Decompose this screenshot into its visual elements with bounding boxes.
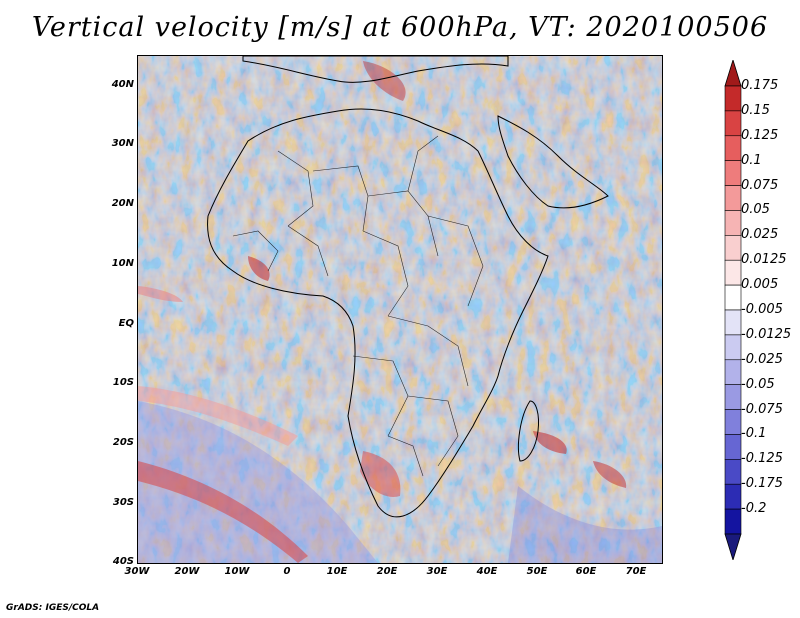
colorbar-tick-label: 0.075: [741, 177, 779, 193]
colorbar-segment: [724, 359, 742, 385]
lon-label-70e: 70E: [625, 566, 647, 577]
colorbar-tick-label: 0.125: [741, 127, 779, 143]
colorbar-tick-label: -0.125: [741, 451, 783, 467]
colorbar-segment: [724, 185, 742, 211]
lon-label-60e: 60E: [575, 566, 597, 577]
colorbar-tick-label: -0.2: [741, 501, 767, 517]
southwest-blue-band: [138, 401, 378, 563]
colorbar-tick-label: -0.175: [741, 476, 783, 492]
map-title: Vertical velocity [m/s] at 600hPa, VT: 2…: [31, 12, 769, 43]
colorbar-segment: [724, 85, 742, 112]
footer-credit: GrADS: IGES/COLA: [6, 603, 100, 613]
lon-label-30e: 30E: [426, 566, 448, 577]
lat-label-40s: 40S: [112, 556, 134, 567]
colorbar-segment: [724, 309, 742, 336]
lat-label-10n: 10N: [111, 258, 134, 269]
madagascar-coastline: [517, 400, 539, 462]
mediterranean-red-patch: [363, 61, 406, 101]
colorbar-segment: [724, 235, 742, 261]
arabia-coastline: [497, 115, 609, 209]
lat-label-30n: 30N: [111, 138, 134, 149]
south-atlantic-red-streak-2: [138, 386, 298, 446]
colorbar-segment: [724, 434, 742, 460]
west-africa-red-patch: [248, 256, 270, 281]
lat-label-20s: 20S: [112, 437, 134, 448]
country-borders: [232, 135, 484, 477]
africa-coastline: [207, 108, 549, 518]
colorbar-tick-label: 0.005: [741, 277, 779, 293]
lon-label-0: 0: [283, 566, 291, 577]
lon-label-50e: 50E: [526, 566, 548, 577]
colorbar-segment: [724, 334, 742, 361]
lat-label-10s: 10S: [112, 377, 134, 388]
colorbar-segment: [724, 135, 742, 161]
lon-label-10e: 10E: [326, 566, 348, 577]
southeast-blue-band: [508, 486, 662, 563]
gulf-guinea-red-patch: [138, 286, 183, 302]
lat-label-30s: 30S: [112, 497, 134, 508]
colorbar-tick-label: 0.1: [741, 152, 762, 168]
colorbar-tick-label: -0.025: [741, 351, 783, 367]
colorbar-segment: [724, 483, 742, 510]
south-atlantic-red-streak: [138, 461, 308, 563]
southern-africa-red-patch: [360, 451, 401, 497]
colorbar-tick-label: 0.025: [741, 227, 779, 243]
colorbar-segment: [724, 409, 742, 435]
colorbar-top-arrow: [724, 60, 742, 87]
colorbar-tick-label: -0.005: [741, 302, 783, 317]
colorbar-segment: [724, 210, 742, 236]
lon-label-10w: 10W: [224, 566, 250, 577]
colorbar-segment: [724, 160, 742, 186]
colorbar-segment: [724, 384, 742, 410]
colorbar-segment: [724, 508, 742, 535]
lon-label-40e: 40E: [476, 566, 498, 577]
colorbar-segment: [724, 110, 742, 137]
lon-label-30w: 30W: [124, 566, 150, 577]
lon-label-20w: 20W: [174, 566, 200, 577]
coastlines: [207, 56, 609, 518]
velocity-field-map: [138, 56, 662, 563]
lon-label-20e: 20E: [376, 566, 398, 577]
madagascar-east-red-patch: [533, 431, 567, 454]
colorbar-segment: [724, 259, 742, 286]
colorbar-tick-label: -0.05: [741, 376, 775, 392]
colorbar-segment: [724, 459, 742, 485]
colorbar: [724, 60, 742, 560]
colorbar-tick-label: -0.075: [741, 401, 783, 417]
indian-ocean-red-patch: [593, 461, 627, 488]
colorbar-tick-label: 0.15: [741, 102, 770, 118]
colorbar-bottom-arrow: [724, 533, 742, 560]
colorbar-tick-label: 0.175: [741, 78, 779, 93]
lat-label-20n: 20N: [111, 198, 134, 209]
lat-label-eq: EQ: [118, 318, 134, 329]
lat-label-40n: 40N: [111, 79, 134, 90]
colorbar-segment: [724, 284, 742, 311]
colorbar-tick-label: 0.05: [741, 202, 770, 218]
europe-coastline: [242, 56, 509, 83]
colorbar-tick-label: -0.0125: [741, 326, 792, 342]
map-panel: [137, 55, 663, 564]
field-streaks: [138, 56, 662, 563]
colorbar-tick-label: 0.0125: [741, 252, 787, 268]
colorbar-tick-label: -0.1: [741, 426, 767, 442]
